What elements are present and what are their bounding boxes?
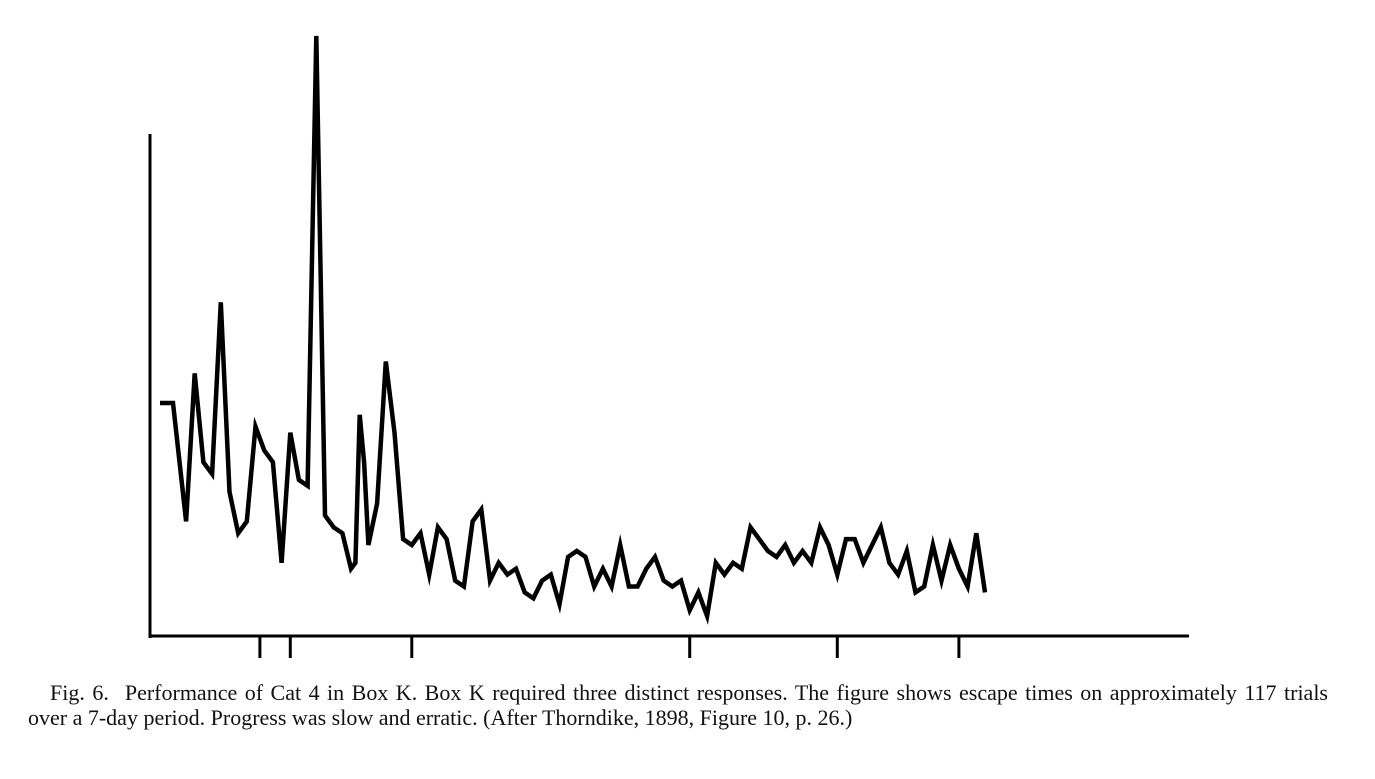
figure-caption: Fig. 6. Performance of Cat 4 in Box K. Bo… <box>28 680 1328 730</box>
escape-time-series-line <box>160 35 988 625</box>
x-tick-marks <box>258 637 961 658</box>
line-chart <box>148 35 1189 658</box>
chart-area <box>148 35 1189 658</box>
data-points <box>159 35 986 617</box>
caption-text: Performance of Cat 4 in Box K. Box K req… <box>28 680 1328 730</box>
figure-label: Fig. 6. <box>50 680 109 705</box>
